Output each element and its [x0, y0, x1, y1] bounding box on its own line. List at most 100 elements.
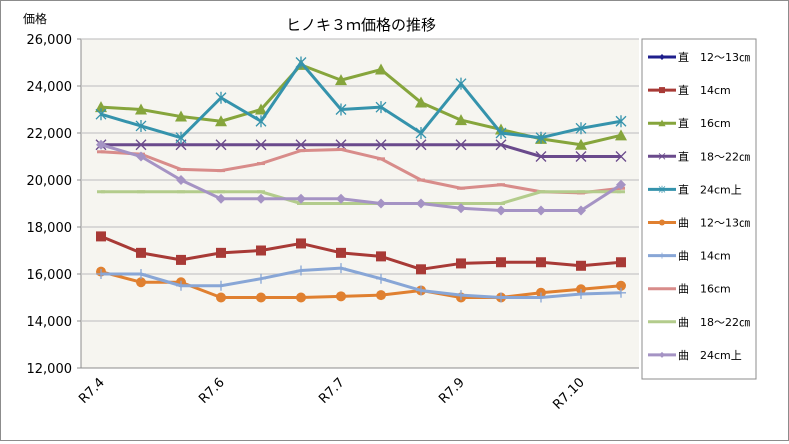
data-point: [335, 74, 347, 86]
data-point: [496, 205, 506, 216]
data-point: [256, 292, 266, 303]
legend-label: 直 12～13㎝: [678, 50, 750, 64]
data-point: [296, 193, 306, 204]
series-line: [100, 235, 622, 271]
series-line: [101, 266, 622, 299]
data-point: [216, 292, 226, 303]
data-point: [375, 101, 387, 114]
series-4: [95, 56, 627, 144]
x-tick-label: R7.10: [550, 375, 587, 412]
data-point: [135, 119, 147, 132]
data-point: [575, 151, 587, 162]
data-point: [659, 219, 665, 226]
data-point: [615, 129, 627, 141]
data-point: [616, 257, 626, 268]
legend-item: 曲 14cm: [648, 250, 731, 263]
data-point: [336, 247, 346, 258]
y-axis-label: 価格: [23, 11, 47, 26]
data-point: [456, 203, 466, 214]
data-point: [175, 110, 187, 122]
data-point: [496, 292, 506, 303]
data-point: [658, 185, 666, 194]
data-point: [176, 254, 186, 265]
data-point: [455, 77, 467, 90]
data-point: [95, 108, 107, 121]
series-6: [96, 263, 626, 303]
legend-label: 曲 24cm上: [678, 349, 742, 362]
data-point: [535, 131, 547, 144]
data-point: [136, 151, 146, 162]
series-line: [101, 143, 621, 158]
data-point: [376, 251, 386, 262]
y-tick-label: 18,000: [27, 221, 73, 236]
data-point: [256, 193, 266, 204]
legend-item: 直 24cm上: [648, 182, 742, 196]
y-tick-label: 16,000: [27, 268, 73, 283]
data-point: [415, 127, 427, 139]
data-point: [576, 260, 586, 271]
data-point: [536, 292, 546, 303]
data-point: [415, 139, 427, 151]
data-point: [616, 287, 626, 298]
legend-label: 直 18～22㎝: [678, 149, 750, 163]
data-point: [255, 139, 267, 151]
data-point: [295, 139, 307, 151]
legend-label: 曲 16cm: [678, 283, 731, 296]
data-point: [96, 139, 106, 150]
y-tick-label: 14,000: [27, 315, 73, 330]
data-point: [376, 273, 386, 284]
data-point: [455, 139, 467, 151]
data-point: [495, 127, 507, 139]
data-point: [135, 139, 147, 151]
data-point: [216, 280, 226, 291]
data-point: [659, 252, 666, 259]
legend-item: 曲 24cm上: [648, 349, 742, 362]
data-point: [176, 280, 186, 291]
data-point: [135, 103, 147, 115]
x-tick-label: R7.4: [76, 375, 108, 407]
data-point: [96, 269, 106, 279]
data-point: [616, 179, 626, 190]
data-point: [296, 292, 306, 303]
x-tick-label: R7.6: [196, 375, 228, 407]
data-point: [215, 139, 227, 151]
legend-item: 直 18～22㎝: [648, 149, 750, 163]
data-point: [536, 257, 546, 268]
data-point: [216, 247, 226, 258]
data-point: [455, 114, 467, 126]
data-point: [576, 288, 586, 299]
data-point: [176, 175, 186, 185]
data-point: [416, 198, 426, 209]
series-line: [100, 147, 622, 195]
data-point: [296, 265, 306, 276]
legend-label: 直 16cm: [678, 116, 731, 130]
y-tick-label: 12,000: [27, 362, 73, 377]
data-point: [255, 103, 267, 115]
data-point: [658, 119, 666, 127]
legend-item: 曲 18～22㎝: [648, 316, 750, 329]
y-tick-label: 24,000: [27, 80, 73, 95]
series-9: [96, 139, 626, 216]
y-tick-label: 26,000: [27, 33, 73, 48]
series-1: [96, 231, 626, 275]
chart-title: ヒノキ３ｍ価格の推移: [286, 16, 436, 34]
series-7: [97, 147, 625, 195]
data-point: [616, 280, 626, 291]
data-point: [659, 87, 665, 94]
data-point: [376, 198, 386, 209]
legend-label: 曲 14cm: [678, 250, 731, 263]
series-line: [100, 143, 622, 213]
data-point: [415, 96, 427, 108]
data-point: [256, 245, 266, 256]
legend-label: 直 14cm: [678, 83, 731, 97]
data-point: [456, 290, 466, 301]
series-line: [100, 61, 622, 140]
legend-label: 曲 18～22㎝: [678, 316, 750, 329]
data-point: [375, 63, 387, 75]
legend-item: 直 14cm: [648, 83, 731, 97]
data-point: [575, 122, 587, 135]
data-point: [416, 285, 426, 296]
legend-item: 曲 16cm: [648, 283, 731, 296]
legend-label: 曲 12～13㎝: [678, 217, 750, 230]
